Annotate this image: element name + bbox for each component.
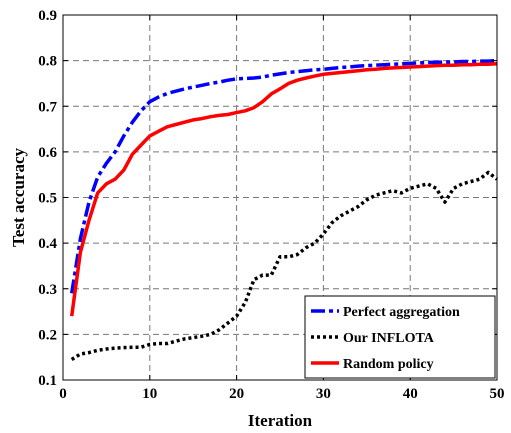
series-line-our-inflota: [70, 170, 499, 361]
y-tick-label: 0.7: [38, 99, 57, 115]
y-tick-label: 0.3: [38, 282, 57, 298]
y-tick-label: 0.4: [38, 236, 57, 252]
legend-label: Perfect aggregation: [343, 305, 460, 320]
y-tick-label: 0.1: [38, 373, 57, 389]
x-axis-title: Iteration: [248, 411, 313, 430]
x-tick-label: 0: [59, 386, 67, 402]
y-tick-label: 0.5: [38, 191, 57, 207]
legend-label: Our INFLOTA: [343, 331, 435, 346]
x-tick-label: 40: [403, 386, 418, 402]
legend-label: Random policy: [343, 357, 434, 372]
y-tick-label: 0.9: [38, 8, 57, 24]
series-layer: [69, 58, 499, 361]
y-tick-label: 0.8: [38, 54, 57, 70]
legend: Perfect aggregation Our INFLOTA Random pol…: [304, 295, 496, 379]
y-tick-label: 0.6: [38, 145, 57, 161]
y-axis-title: Test accuracy: [9, 148, 28, 247]
series-line-perfect-aggregation: [69, 58, 498, 294]
y-tick-label: 0.2: [38, 327, 57, 343]
x-tick-label: 10: [142, 386, 157, 402]
series-line-random-policy: [69, 62, 498, 317]
x-tick-label: 50: [490, 386, 505, 402]
x-tick-label: 30: [316, 386, 331, 402]
x-tick-label: 20: [229, 386, 244, 402]
